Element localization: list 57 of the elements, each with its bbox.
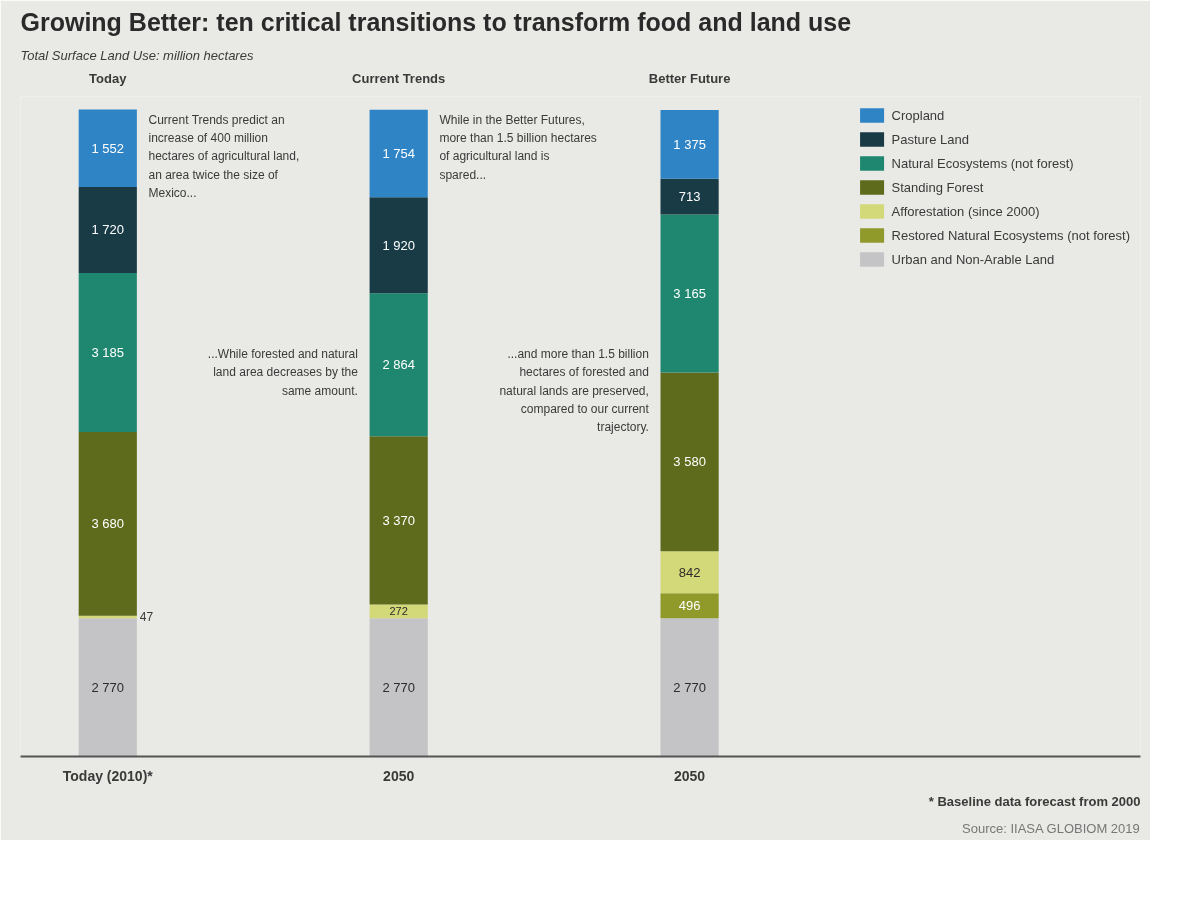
data-label: 3 370 <box>382 512 415 528</box>
legend-label: Cropland <box>891 107 945 123</box>
data-label: 713 <box>678 189 701 205</box>
data-label: 1 754 <box>382 145 415 161</box>
data-label: 3 580 <box>673 454 706 470</box>
data-label: 2 770 <box>382 679 415 695</box>
chart-subtitle: Total Surface Land Use: million hectares <box>20 47 254 63</box>
data-label: 272 <box>389 605 408 618</box>
legend-label: Urban and Non-Arable Land <box>891 251 1055 267</box>
chart-title: Growing Better: ten critical transitions to transform food and land use <box>20 7 852 36</box>
data-label: 842 <box>678 564 701 580</box>
bar <box>369 197 428 294</box>
bar <box>369 436 428 605</box>
bar <box>660 214 719 373</box>
bar <box>660 110 719 179</box>
data-label: 496 <box>678 598 701 614</box>
text: Today (2010)* <box>62 767 154 784</box>
data-label: 1 375 <box>673 136 706 152</box>
bar <box>660 551 719 594</box>
data-label: 1 552 <box>91 140 125 156</box>
data-label: 3 185 <box>91 344 125 360</box>
legend-label: Pasture Land <box>891 131 969 147</box>
data-label: 1 720 <box>91 222 125 238</box>
annotation: ...While forested and natural land area decreases by the same amount. <box>207 347 359 398</box>
legend-label: Natural Ecosystems (not forest) <box>891 155 1074 171</box>
data-label: 1 920 <box>382 237 415 253</box>
x-tick-label: Better Future <box>648 70 731 86</box>
bar <box>78 109 137 187</box>
bar <box>660 178 719 215</box>
annotation: While in the Better Futures, more than 1.5 billion hectares of agricultural land is spared... <box>439 113 597 182</box>
bar <box>660 618 719 757</box>
data-label: 47 <box>139 610 154 625</box>
legend-label: Standing Forest <box>891 179 984 195</box>
data-label: 2 770 <box>673 679 706 695</box>
bar <box>78 431 137 616</box>
bar <box>78 186 137 273</box>
data-label: 3 680 <box>91 516 125 532</box>
text: * Baseline data forecast from 2000 <box>928 793 1141 809</box>
text: 2050 <box>383 767 415 784</box>
data-label: 2 770 <box>91 679 125 695</box>
x-tick-label: Current Trends <box>352 70 446 86</box>
source-note: Source: IIASA GLOBIOM 2019 <box>962 820 1140 836</box>
bar <box>660 593 719 619</box>
annotation: Current Trends predict an increase of 400 million hectares of agricultural land, an area twice the size of Mexico... <box>148 113 300 200</box>
text: 2050 <box>674 767 706 784</box>
bar <box>369 618 428 757</box>
annotation: ...and more than 1.5 billion hectares of forested and natural lands are preserved, compared to our current trajectory. <box>499 347 650 435</box>
bar <box>369 293 428 437</box>
data-label: 2 864 <box>382 357 415 373</box>
bar <box>369 109 428 198</box>
legend-label: Restored Natural Ecosystems (not forest) <box>891 227 1130 243</box>
bar <box>78 618 137 757</box>
bar <box>660 372 719 552</box>
data-label: 3 165 <box>673 285 706 301</box>
bar <box>78 272 137 432</box>
legend-label: Afforestation (since 2000) <box>891 203 1040 219</box>
x-tick-label: Today <box>89 70 128 86</box>
